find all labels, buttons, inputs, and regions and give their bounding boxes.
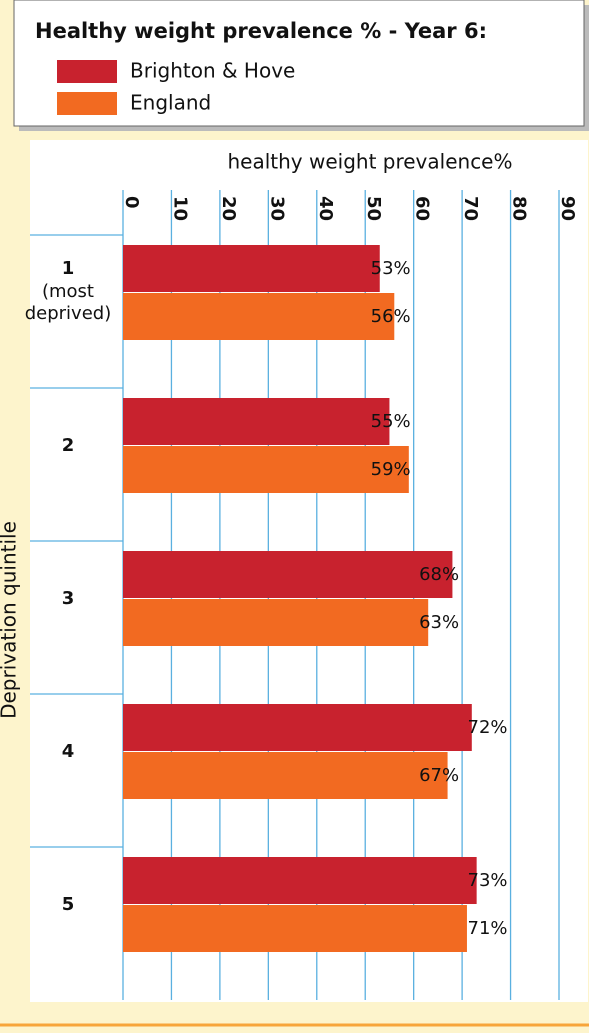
x-tick-label: 10 [169, 196, 190, 221]
bar [123, 446, 409, 493]
value-label: 72% [468, 717, 508, 738]
legend-swatch [57, 60, 117, 83]
x-tick-label: 30 [266, 196, 287, 221]
bar [123, 599, 429, 646]
category-sublabel: (most [42, 281, 94, 302]
value-label: 67% [419, 765, 459, 786]
legend-swatch [57, 92, 117, 115]
x-axis-title: healthy weight prevalence% [227, 150, 512, 174]
bar [123, 245, 380, 292]
value-label: 59% [371, 459, 411, 480]
category-label: 5 [62, 894, 75, 915]
bar [123, 293, 395, 340]
value-label: 56% [371, 306, 411, 327]
category-sublabel: deprived) [25, 303, 112, 324]
category-label: 2 [62, 435, 75, 456]
x-tick-label: 70 [460, 196, 481, 221]
bar [123, 857, 477, 904]
category-label: 3 [62, 588, 75, 609]
value-label: 53% [371, 258, 411, 279]
value-label: 73% [468, 870, 508, 891]
value-label: 63% [419, 612, 459, 633]
legend-label: Brighton & Hove [130, 59, 295, 83]
x-tick-label: 80 [509, 196, 530, 221]
x-tick-label: 20 [218, 196, 239, 221]
category-label: 4 [62, 741, 75, 762]
value-label: 71% [468, 918, 508, 939]
x-tick-label: 50 [363, 196, 384, 221]
value-label: 68% [419, 564, 459, 585]
legend-label: England [130, 91, 211, 115]
value-label: 55% [371, 411, 411, 432]
x-tick-label: 40 [315, 196, 336, 221]
category-label: 1 [62, 258, 75, 279]
x-tick-label: 0 [121, 196, 142, 209]
chart-title: Healthy weight prevalence % - Year 6: [35, 19, 487, 43]
x-tick-label: 90 [557, 196, 578, 221]
x-tick-label: 60 [412, 196, 433, 221]
y-axis-title: Deprivation quintile [0, 521, 21, 719]
bar [123, 905, 467, 952]
bar [123, 704, 472, 751]
bar [123, 551, 453, 598]
bar [123, 398, 390, 445]
bar [123, 752, 448, 799]
